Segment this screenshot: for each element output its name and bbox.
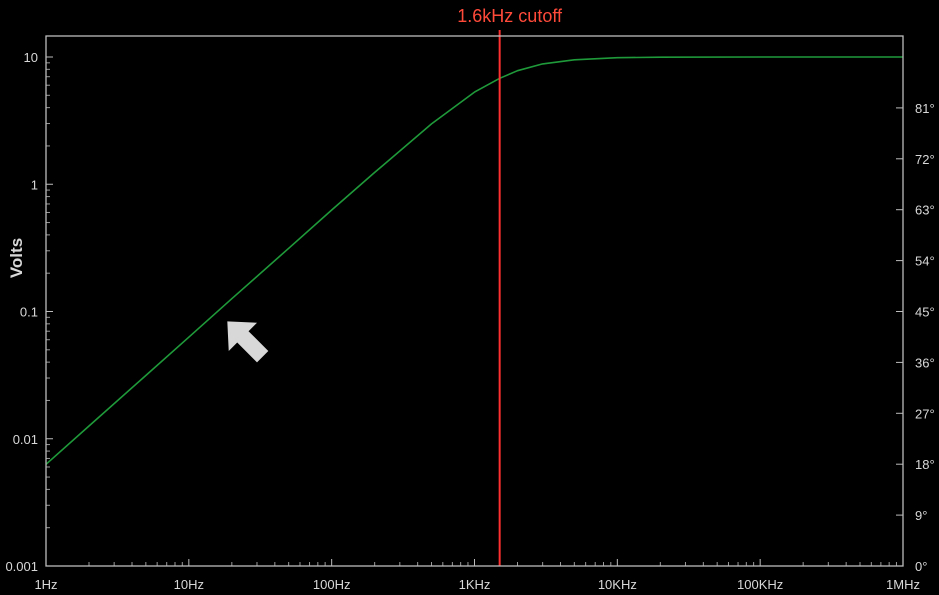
x-tick-label: 10Hz: [174, 577, 204, 592]
pointer-arrow-shape: [227, 321, 269, 363]
y2-tick-label: 27°: [915, 406, 935, 421]
y2-tick-label: 45°: [915, 305, 935, 320]
x-tick-label: 1MHz: [886, 577, 920, 592]
y-tick-label: 0.1: [20, 305, 38, 320]
y2-tick-label: 0°: [915, 559, 927, 574]
y-tick-label: 1: [31, 177, 38, 192]
y-tick-label: 10: [24, 50, 38, 65]
plot-frame: [45, 35, 904, 567]
pointer-arrow: [227, 321, 269, 363]
y2-tick-label: 18°: [915, 457, 935, 472]
x-tick-label: 100KHz: [737, 577, 783, 592]
annotation-layer: 1.6kHz cutoff: [227, 6, 563, 566]
y2-tick-label: 9°: [915, 508, 927, 523]
series-layer: [45, 56, 903, 465]
x-tick-label: 1KHz: [459, 577, 491, 592]
magnitude-line: [45, 56, 903, 465]
x-tick-label: 1Hz: [34, 577, 57, 592]
y-tick-label: 0.001: [5, 559, 38, 574]
y2-tick-label: 54°: [915, 254, 935, 269]
x-tick-label: 100Hz: [313, 577, 351, 592]
tick-layer: 1Hz 10Hz 100Hz 1KHz 10KHz 100KHz 1MHz 10 1 0.1 0.0…: [5, 50, 934, 592]
y2-tick-label: 36°: [915, 355, 935, 370]
y-tick-label: 0.01: [13, 432, 38, 447]
x-tick-label: 10KHz: [598, 577, 637, 592]
y2-tick-label: 81°: [915, 101, 935, 116]
y2-tick-label: 72°: [915, 152, 935, 167]
cutoff-label: 1.6kHz cutoff: [457, 6, 563, 26]
y-axis-title: Volts: [7, 238, 26, 278]
y2-tick-label: 63°: [915, 203, 935, 218]
